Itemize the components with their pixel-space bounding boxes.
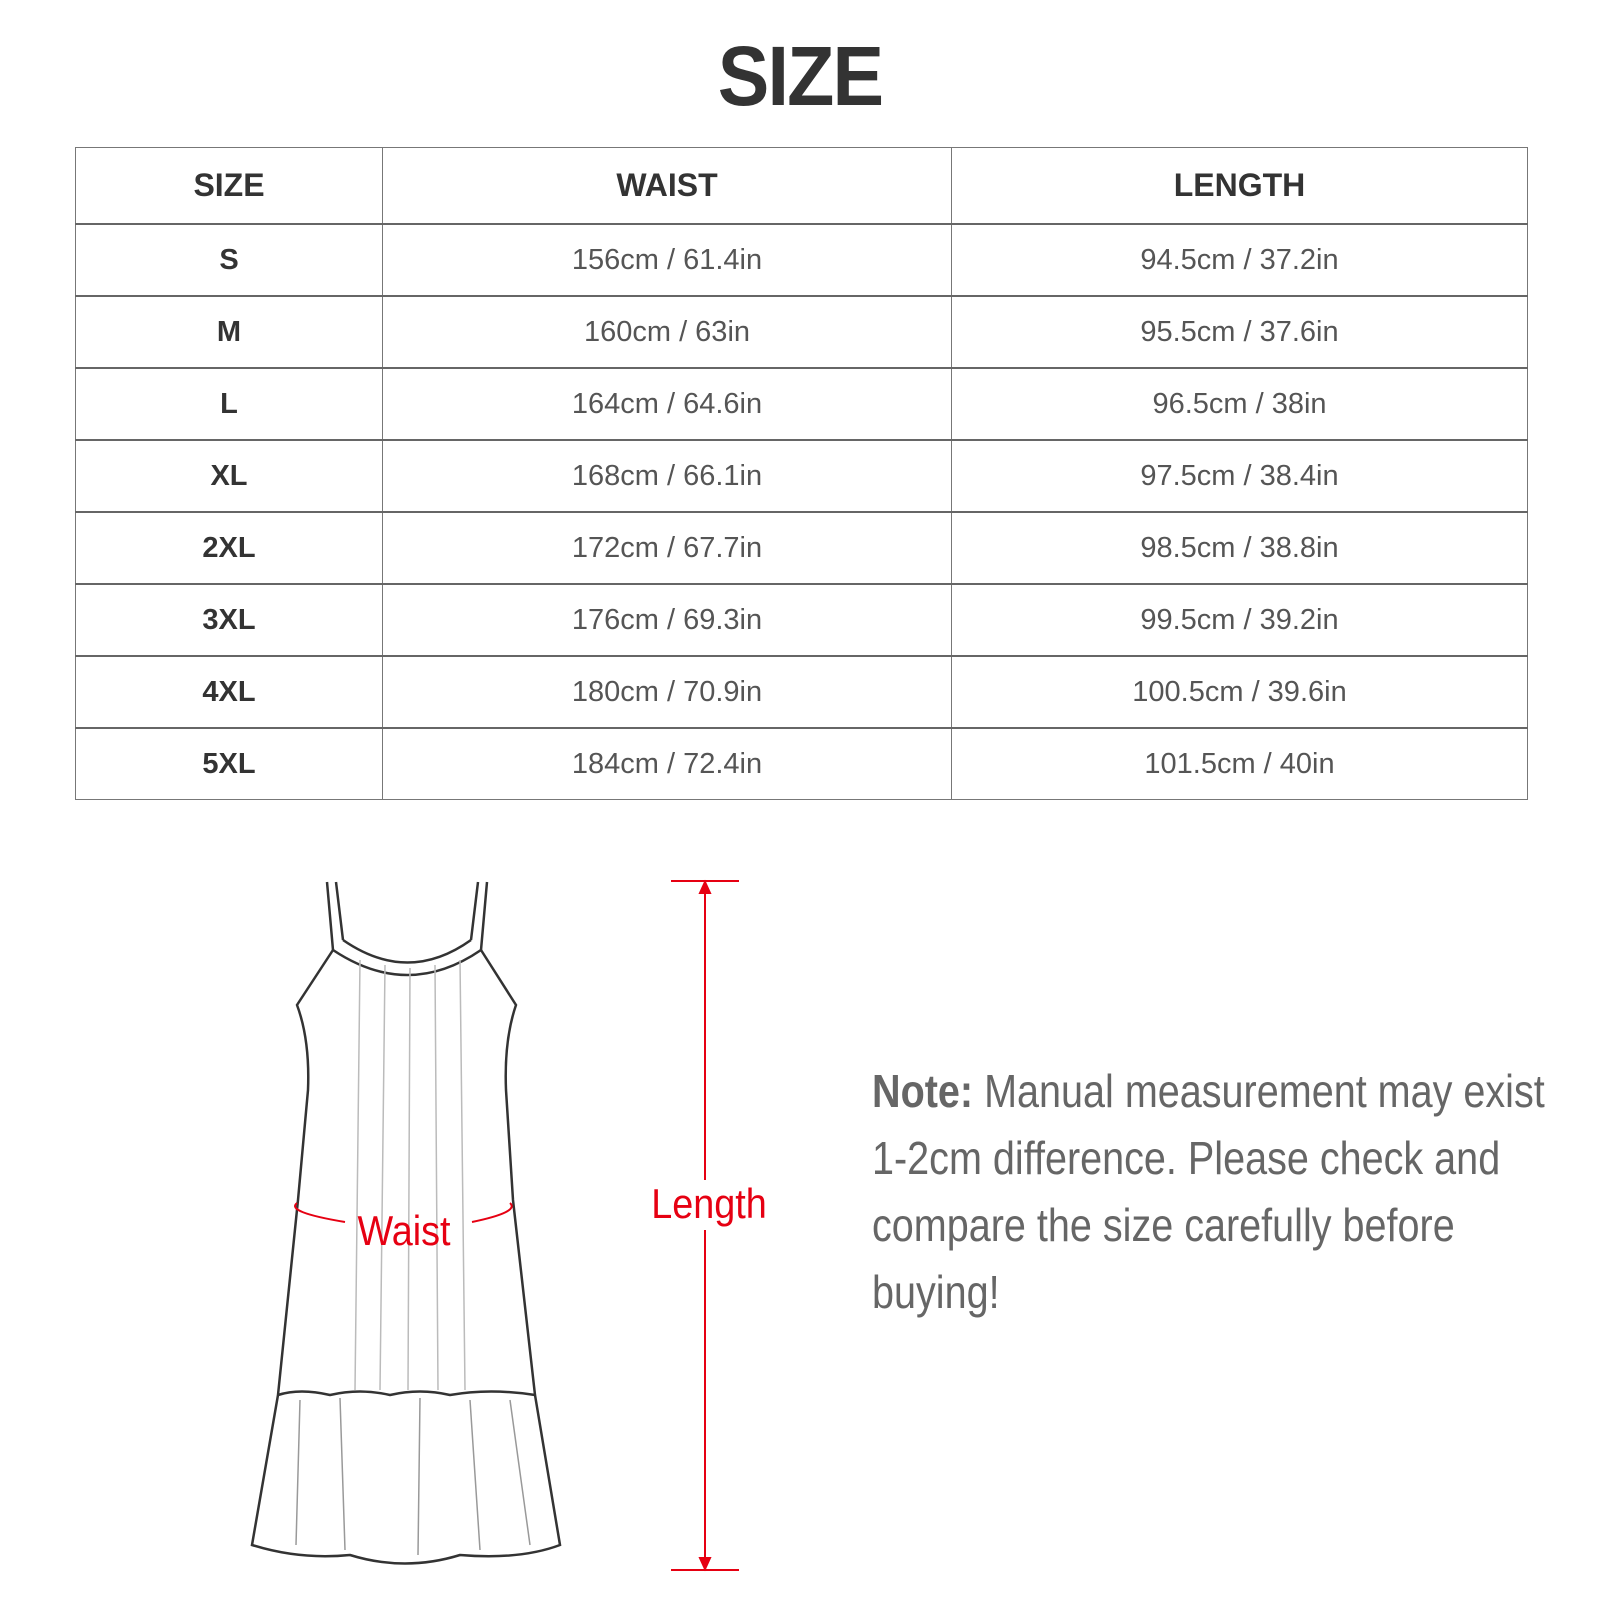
cell-size: L <box>75 367 383 441</box>
length-label: Length <box>651 1181 767 1227</box>
waist-label: Waist <box>357 1208 450 1254</box>
cell-waist: 184cm / 72.4in <box>382 727 952 800</box>
table-row: XL 168cm / 66.1in 97.5cm / 38.4in <box>75 439 1528 513</box>
table-row: S 156cm / 61.4in 94.5cm / 37.2in <box>75 223 1528 297</box>
header-size: SIZE <box>75 147 383 225</box>
cell-waist: 160cm / 63in <box>382 295 952 369</box>
cell-waist: 180cm / 70.9in <box>382 655 952 729</box>
note-label: Note: <box>872 1065 974 1117</box>
cell-waist: 156cm / 61.4in <box>382 223 952 297</box>
cell-length: 100.5cm / 39.6in <box>951 655 1528 729</box>
dress-outline <box>250 881 562 1565</box>
cell-length: 97.5cm / 38.4in <box>951 439 1528 513</box>
cell-size: 2XL <box>75 511 383 585</box>
page-title: SIZE <box>717 29 884 123</box>
cell-length: 98.5cm / 38.8in <box>951 511 1528 585</box>
cell-length: 96.5cm / 38in <box>951 367 1528 441</box>
table-row: 4XL 180cm / 70.9in 100.5cm / 39.6in <box>75 655 1528 729</box>
header-length: LENGTH <box>951 147 1528 225</box>
cell-size: M <box>75 295 383 369</box>
table-row: 5XL 184cm / 72.4in 101.5cm / 40in <box>75 727 1528 800</box>
waist-measure-line <box>294 1202 513 1223</box>
cell-size: S <box>75 223 383 297</box>
table-row: 2XL 172cm / 67.7in 98.5cm / 38.8in <box>75 511 1528 585</box>
cell-waist: 172cm / 67.7in <box>382 511 952 585</box>
size-table: SIZE WAIST LENGTH S 156cm / 61.4in 94.5cm … <box>75 147 1528 800</box>
table-row: M 160cm / 63in 95.5cm / 37.6in <box>75 295 1528 369</box>
cell-waist: 168cm / 66.1in <box>382 439 952 513</box>
cell-size: 4XL <box>75 655 383 729</box>
cell-length: 101.5cm / 40in <box>951 727 1528 800</box>
note-body: Manual measurement may exist 1-2cm diffe… <box>872 1065 1545 1318</box>
cell-size: 3XL <box>75 583 383 657</box>
cell-size: XL <box>75 439 383 513</box>
cell-size: 5XL <box>75 727 383 800</box>
note-text: Note: Manual measurement may exist 1-2cm… <box>872 1058 1560 1326</box>
table-row: 3XL 176cm / 69.3in 99.5cm / 39.2in <box>75 583 1528 657</box>
cell-length: 94.5cm / 37.2in <box>951 223 1528 297</box>
length-arrow <box>671 879 739 1572</box>
